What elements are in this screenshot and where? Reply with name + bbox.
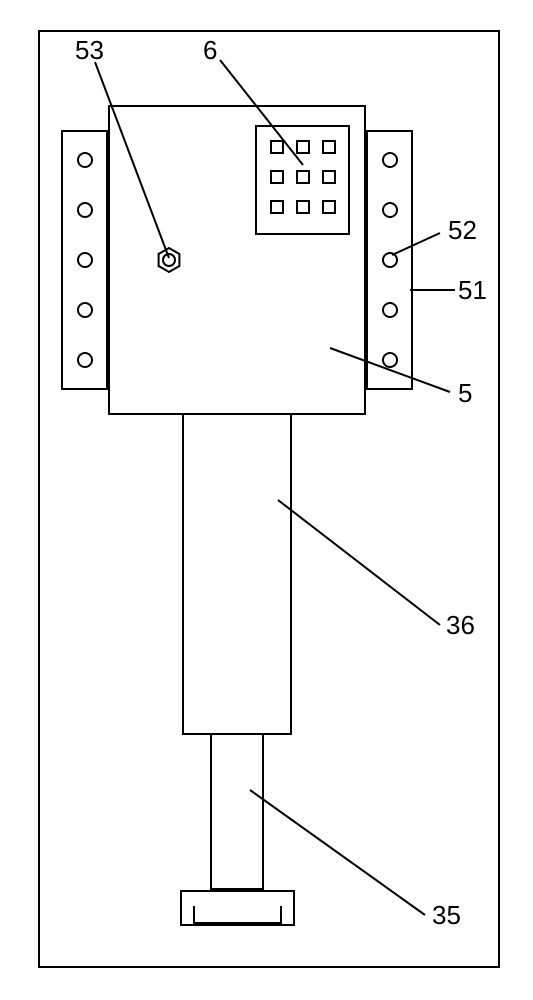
keypad-square-2 — [296, 140, 310, 154]
label-51: 51 — [458, 275, 487, 306]
keypad-square-4 — [270, 170, 284, 184]
flange-hole-right-1 — [382, 152, 398, 168]
keypad-square-9 — [322, 200, 336, 214]
cylinder-lower — [210, 733, 264, 890]
label-52: 52 — [448, 215, 477, 246]
label-36: 36 — [446, 610, 475, 641]
keypad-square-7 — [270, 200, 284, 214]
keypad-square-3 — [322, 140, 336, 154]
cylinder-upper — [182, 413, 292, 735]
keypad-square-5 — [296, 170, 310, 184]
hex-inner-circle — [163, 254, 175, 266]
flange-hole-right-2 — [382, 202, 398, 218]
flange-hole-right-4 — [382, 302, 398, 318]
flange-hole-left-1 — [77, 152, 93, 168]
hex-bolt-icon — [154, 245, 184, 275]
flange-hole-right-3 — [382, 252, 398, 268]
keypad-square-6 — [322, 170, 336, 184]
hex-outer — [159, 248, 180, 272]
label-6: 6 — [203, 35, 217, 66]
flange-hole-right-5 — [382, 352, 398, 368]
keypad-square-8 — [296, 200, 310, 214]
flange-hole-left-4 — [77, 302, 93, 318]
label-53: 53 — [75, 35, 104, 66]
label-5: 5 — [458, 378, 472, 409]
flange-hole-left-3 — [77, 252, 93, 268]
keypad-square-1 — [270, 140, 284, 154]
flange-hole-left-2 — [77, 202, 93, 218]
label-35: 35 — [432, 900, 461, 931]
flange-hole-left-5 — [77, 352, 93, 368]
foot-inner — [193, 906, 282, 924]
